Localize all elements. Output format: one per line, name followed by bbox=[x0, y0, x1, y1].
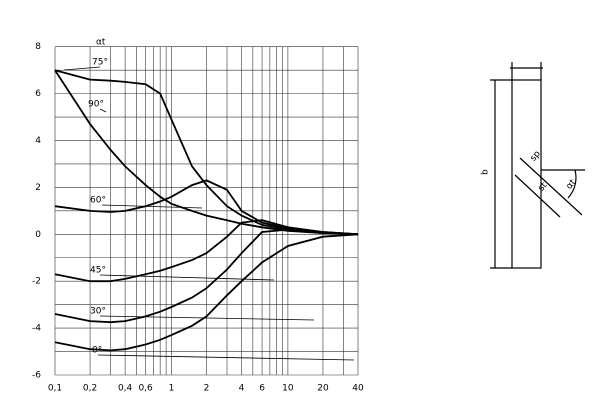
x-tick-label: 0,4 bbox=[118, 384, 133, 394]
x-tick-label: 2 bbox=[204, 384, 210, 394]
curve-label: 0° bbox=[92, 346, 102, 356]
leader-line bbox=[63, 66, 101, 71]
leader-line bbox=[101, 204, 203, 209]
section-line bbox=[519, 157, 583, 216]
curve bbox=[54, 233, 359, 352]
leader-line bbox=[99, 315, 315, 321]
label-b: b bbox=[481, 169, 491, 175]
angle-arc bbox=[567, 169, 577, 199]
y-tick-label: -2 bbox=[32, 277, 41, 287]
x-tick-label: 40 bbox=[352, 384, 364, 394]
curve-label: 75° bbox=[92, 58, 108, 68]
diagram bbox=[490, 62, 585, 269]
y-tick-label: 6 bbox=[35, 89, 41, 99]
x-tick-label: 4 bbox=[239, 384, 245, 394]
y-tick-label: 0 bbox=[35, 230, 41, 240]
curve bbox=[54, 69, 359, 236]
annotation: αt bbox=[96, 38, 106, 48]
x-tick-label: 20 bbox=[317, 384, 329, 394]
label-st: st bbox=[537, 180, 550, 193]
section-line bbox=[514, 174, 561, 218]
curve-label: 90° bbox=[88, 100, 104, 110]
y-tick-label: -4 bbox=[32, 324, 41, 334]
curve bbox=[54, 179, 359, 236]
y-tick-label: 2 bbox=[35, 183, 41, 193]
x-tick-label: 6 bbox=[259, 384, 265, 394]
x-tick-label: 10 bbox=[282, 384, 294, 394]
curve-label: 45° bbox=[90, 266, 106, 276]
y-tick-label: 8 bbox=[35, 42, 41, 52]
plate bbox=[511, 79, 542, 269]
x-tick-label: 0,2 bbox=[83, 384, 97, 394]
y-tick-label: 4 bbox=[35, 136, 41, 146]
x-tick-label: 0,6 bbox=[138, 384, 153, 394]
y-tick-label: -6 bbox=[32, 371, 41, 381]
leader-line bbox=[97, 354, 355, 361]
leader-line bbox=[99, 108, 107, 113]
x-tick-label: 0,1 bbox=[48, 384, 62, 394]
x-tick-label: 1 bbox=[169, 384, 175, 394]
curve bbox=[54, 219, 359, 283]
curve bbox=[54, 228, 359, 324]
curve-label: 30° bbox=[90, 307, 106, 317]
curve-label: 60° bbox=[90, 196, 106, 206]
